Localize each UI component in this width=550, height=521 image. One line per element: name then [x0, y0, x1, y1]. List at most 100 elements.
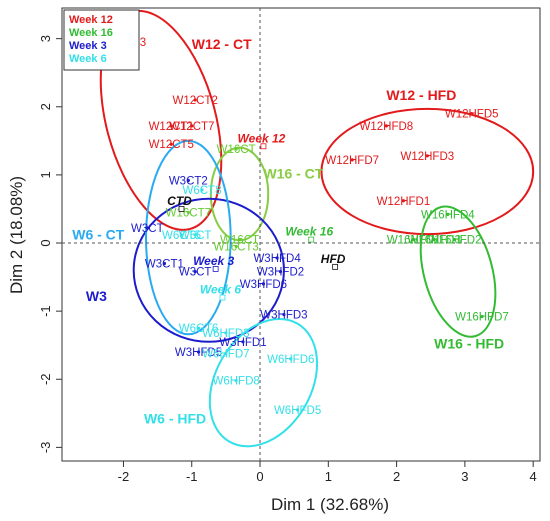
point-label-w6hfd7-34: W6HFD7	[202, 348, 249, 360]
point-label-w16hfd7-18: W16HFD7	[455, 312, 509, 324]
point-w12ct1-2	[169, 124, 173, 128]
centroid-marker-week-6	[219, 294, 226, 301]
point-w3ct2-19	[186, 178, 190, 182]
centroid-label-week-6: Week 6	[200, 283, 241, 297]
y-tick-label--1: -1	[38, 305, 53, 317]
point-w3hfd4-23	[275, 256, 279, 260]
x-tick-label-1: 1	[325, 469, 332, 484]
point-w3ct1-21	[162, 261, 167, 266]
point-w6hfd7-34	[224, 351, 228, 355]
ellipse-w12-hfd	[320, 107, 535, 236]
point-label-w6ct8-29: W6CT8	[182, 185, 221, 197]
point-w12hfd8-6	[384, 124, 388, 128]
point-w16hfd1-15	[412, 238, 416, 242]
group-label-w16-ct: W16 - CT	[263, 165, 323, 181]
point-w6ct5-30	[179, 233, 184, 237]
ellipse-w3	[132, 197, 285, 343]
group-labels: W12 - CT W12 - HFD W16 - CT W16 - HFD W3 W6 -…	[72, 36, 504, 427]
y-tick-label--2: -2	[38, 373, 53, 385]
point-label-w16ct-10: W16CT	[217, 144, 256, 156]
point-label-w16hfd2-17: W16HFD2	[428, 235, 482, 247]
group-label-w12-hfd: W12 - HFD	[386, 87, 456, 103]
y-tick-label-0: 0	[38, 239, 53, 246]
point-w12hfd5-5	[470, 111, 474, 116]
point-w6ct-31	[193, 233, 197, 237]
point-w3ct-20	[145, 226, 149, 230]
point-w12hfd1-9	[401, 199, 406, 203]
legend-entry-week-12: Week 12	[69, 14, 113, 26]
centroid-markers: Week 12 Week 16 Week 3 Week 6 CTD HFD	[167, 131, 346, 301]
point-w3hfd6-25	[261, 282, 266, 286]
point-label-w6hfd3-33: W6HFD3	[202, 328, 249, 340]
y-tick-label-2: 2	[38, 103, 53, 110]
point-label-w12hfd8-6: W12HFD8	[360, 121, 414, 133]
point-label-w3ct-22: W3CT	[179, 267, 212, 279]
point-w6gt6-32	[196, 326, 201, 330]
point-w6hfd8-36	[234, 379, 238, 383]
point-w3hfd1-27	[241, 340, 245, 344]
point-label-w12hfd1-9: W12HFD1	[377, 196, 431, 208]
point-label-w3hfd6-25: W3HFD6	[240, 279, 287, 291]
x-tick-label--1: -1	[186, 469, 198, 484]
legend-box	[63, 9, 140, 71]
point-w16hfd4-14	[446, 212, 450, 217]
point-label-w16hfd4-14: W16HFD4	[421, 209, 475, 221]
point-w3ct-22	[193, 270, 197, 274]
point-label-w12hfd5-5: W12HFD5	[445, 109, 499, 121]
point-w16ct-10	[234, 147, 238, 151]
centroid-label-week-16: Week 16	[285, 225, 333, 239]
point-label-w16hfd1-15: W16HFD1	[387, 235, 441, 247]
point-label-w3hfd1-27: W3HFD1	[219, 337, 266, 349]
point-w16hfd7-18	[480, 314, 484, 319]
point-label-w6ct5-30: W6CT5	[162, 230, 201, 242]
point-w6hfd3-33	[224, 331, 228, 335]
point-label-w3hfd3-26: W3HFD3	[260, 310, 307, 322]
centroid-marker-week-3	[212, 266, 219, 272]
point-label-w3hfd5-28: W3HFD5	[175, 347, 222, 359]
point-label-w3ct2-19: W3CT2	[169, 175, 208, 187]
x-tick-label-4: 4	[530, 469, 537, 484]
x-tick-label--2: -2	[118, 469, 130, 484]
point-label-w3ct-20: W3CT	[131, 223, 164, 235]
point-w3hfd5-28	[196, 350, 201, 354]
centroid-marker-ctd	[178, 206, 185, 212]
point-label-w3hfd4-23: W3HFD4	[253, 253, 301, 265]
point-label-w12ct1-2: W12CT1	[149, 121, 194, 133]
point-label-w16ct-12: W16CT	[220, 235, 259, 247]
centroid-marker-hfd	[332, 263, 339, 270]
point-w12ct7-3	[190, 124, 194, 128]
point-label-w6hfd6-35: W6HFD6	[267, 354, 314, 366]
axis-ticks: -2 -1 0 1 2 3 4 -3 -2 -1 0 1 2 3	[38, 35, 537, 484]
y-axis-title: Dim 2 (18.08%)	[7, 176, 26, 294]
group-label-w6-hfd: W6 - HFD	[144, 411, 206, 427]
legend-entry-week-6: Week 6	[69, 53, 107, 65]
centroid-label-week-12: Week 12	[238, 131, 286, 145]
ellipse-w16-hfd	[419, 205, 497, 338]
point-label-w3ct1-21: W3CT1	[145, 258, 184, 270]
point-w16ct3-13	[234, 244, 238, 249]
point-label-w12ct5-4: W12CT5	[149, 139, 194, 151]
y-tick-label--3: -3	[38, 442, 53, 454]
point-w12ct5-4	[169, 142, 173, 146]
group-label-w3: W3	[86, 288, 107, 304]
point-w16ct7-11	[186, 210, 190, 214]
point-w16hfd2-17	[453, 238, 457, 242]
centroid-marker-week-12	[260, 143, 267, 150]
centroid-marker-week-16	[308, 236, 315, 243]
point-w12hfd7-7	[350, 158, 354, 162]
group-label-w12-ct: W12 - CT	[192, 36, 252, 52]
point-label-w6gt6-32: W6GT6	[179, 323, 219, 335]
point-label-w12ct2-1: W12CT2	[172, 95, 217, 107]
y-tick-label-1: 1	[38, 171, 53, 178]
point-label-w16hfd3-16: W16HFD3	[407, 235, 461, 247]
x-tick-label-2: 2	[393, 469, 400, 484]
point-label-w6hfd8-36: W6HFD8	[212, 376, 259, 388]
point-label-w16ct7-11: W16CT7	[166, 207, 211, 219]
group-label-w16-hfd: W16 - HFD	[434, 336, 504, 352]
ellipse-w6-ct	[144, 139, 232, 336]
centroid-label-week-3: Week 3	[193, 254, 234, 268]
y-tick-label-3: 3	[38, 35, 53, 42]
point-w6hfd6-35	[289, 357, 293, 361]
